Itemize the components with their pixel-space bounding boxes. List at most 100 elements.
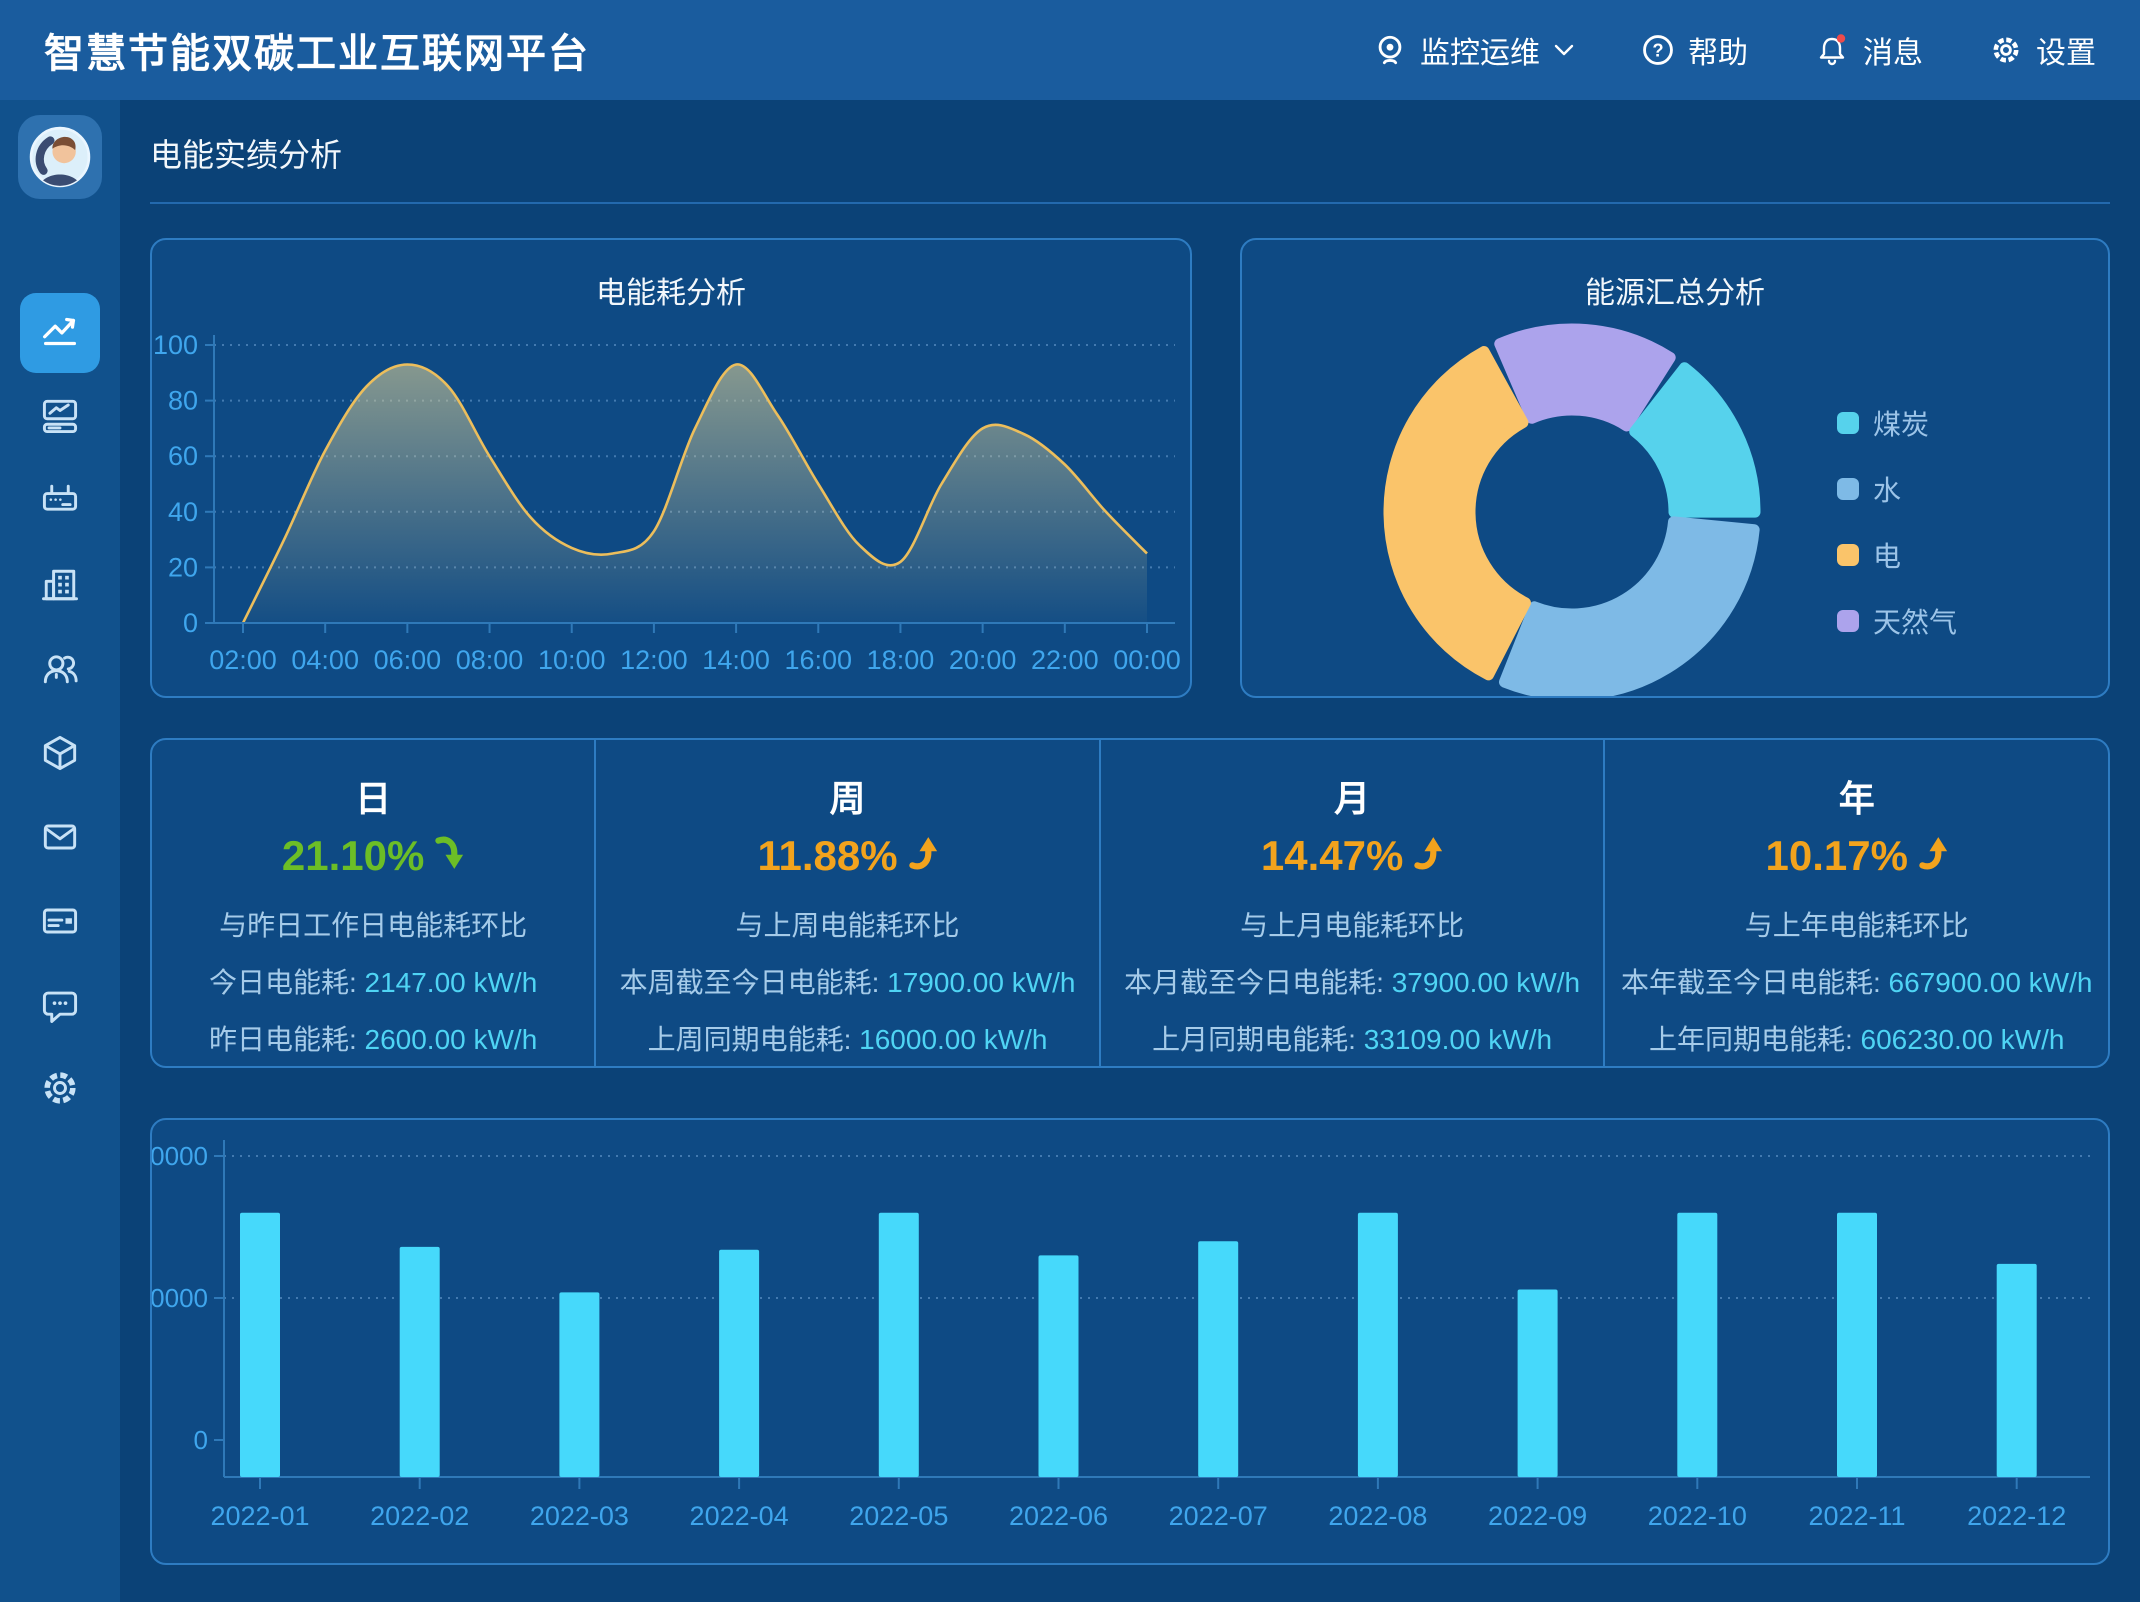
svg-text:2022-04: 2022-04 — [690, 1501, 789, 1531]
charts-row: 电能耗分析 0 20 40 60 80 100 02:00 04:00 06:00 08:00 10… — [150, 238, 2110, 698]
svg-text:20:00: 20:00 — [949, 645, 1017, 675]
stat-period: 日 — [355, 778, 392, 819]
svg-text:100: 100 — [153, 330, 198, 360]
device-icon — [38, 478, 82, 527]
gear-icon — [1989, 33, 2023, 67]
stat-percent: 14.47% — [1261, 832, 1443, 880]
svg-text:0: 0 — [194, 1425, 208, 1455]
legend-swatch — [1837, 412, 1859, 434]
page-title: 电能实绩分析 — [150, 137, 343, 173]
svg-text:50000: 50000 — [152, 1283, 208, 1313]
stat-period: 周 — [829, 778, 866, 819]
nav-item-monitor-ops[interactable]: 监控运维 — [1373, 28, 1575, 72]
svg-text:2022-01: 2022-01 — [210, 1501, 309, 1531]
unread-badge — [1836, 34, 1846, 43]
main-content: 电能实绩分析 电能耗分析 0 20 40 60 80 100 02:00 04:00 06:00… — [120, 100, 2140, 1602]
svg-text:2022-11: 2022-11 — [1808, 1501, 1905, 1531]
svg-text:2022-02: 2022-02 — [370, 1501, 469, 1531]
nav-item-help[interactable]: ? 帮助 — [1641, 28, 1748, 72]
nav-item-settings[interactable]: 设置 — [1989, 28, 2096, 72]
svg-text:08:00: 08:00 — [456, 645, 524, 675]
svg-text:22:00: 22:00 — [1031, 645, 1099, 675]
app-header: 智慧节能双碳工业互联网平台 监控运维 ? — [0, 0, 2140, 100]
monthly-energy-bar-card: 0 50000 100000 2022-01 2022-02 2022-03 2022-04… — [150, 1118, 2110, 1565]
svg-text:2022-07: 2022-07 — [1169, 1501, 1268, 1531]
stat-row: 今日电能耗: 2147.00 kW/h — [208, 967, 538, 998]
trend-arrow-icon — [1413, 832, 1443, 880]
sidebar-item-mail[interactable] — [0, 809, 120, 869]
users-icon — [38, 646, 82, 695]
stat-row: 上月同期电能耗: 33109.00 kW/h — [1152, 1024, 1553, 1055]
help-icon: ? — [1641, 33, 1675, 67]
legend-label: 天然气 — [1873, 607, 1958, 638]
stat-row: 上周同期电能耗: 16000.00 kW/h — [647, 1024, 1048, 1055]
stat-percent: 21.10% — [282, 832, 464, 880]
legend-label: 水 — [1873, 475, 1902, 506]
nav-label: 监控运维 — [1420, 37, 1540, 70]
sidebar-item-users[interactable] — [0, 640, 120, 700]
sidebar-item-devices[interactable] — [0, 472, 120, 532]
nav-item-messages[interactable]: 消息 — [1814, 28, 1923, 72]
chat-icon — [38, 983, 82, 1032]
svg-text:2022-10: 2022-10 — [1648, 1501, 1747, 1531]
line-chart-title: 电能耗分析 — [596, 277, 746, 310]
nav-label: 设置 — [2036, 37, 2096, 70]
svg-text:0: 0 — [183, 608, 198, 638]
stat-card-day: 日 21.10% 与昨日工作日电能耗环比 今日电能耗: 2147.00 kW/h… — [152, 740, 594, 1066]
stat-row: 昨日电能耗: 2600.00 kW/h — [208, 1024, 538, 1055]
chevron-down-icon — [1553, 43, 1575, 57]
sidebar-item-settings[interactable] — [0, 1060, 120, 1120]
energy-consumption-line-card: 电能耗分析 0 20 40 60 80 100 02:00 04:00 06:00 08:00 10… — [150, 238, 1192, 698]
bell-icon — [1814, 32, 1850, 68]
stat-row: 本月截至今日电能耗: 37900.00 kW/h — [1124, 967, 1581, 998]
energy-summary-donut-chart — [1383, 323, 1761, 696]
sidebar-item-enterprise[interactable] — [0, 557, 120, 617]
svg-text:16:00: 16:00 — [784, 645, 852, 675]
sidebar-item-energy-analysis[interactable] — [20, 293, 100, 373]
legend-item-electricity[interactable]: 电 — [1837, 535, 1957, 575]
mail-icon — [38, 815, 82, 864]
sidebar-item-billing[interactable] — [0, 893, 120, 953]
gear-icon — [38, 1066, 82, 1115]
id-card-icon — [38, 899, 82, 948]
svg-text:2022-09: 2022-09 — [1488, 1501, 1587, 1531]
energy-consumption-line-chart: 0 20 40 60 80 100 02:00 04:00 06:00 08:00 10:00 12:… — [153, 330, 1181, 675]
stat-row: 本年截至今日电能耗: 667900.00 kW/h — [1620, 967, 2093, 998]
stat-card-month: 月 14.47% 与上月电能耗环比 本月截至今日电能耗: 37900.00 kW… — [1098, 740, 1604, 1066]
svg-text:2022-03: 2022-03 — [530, 1501, 629, 1531]
donut-legend: 煤炭 水 电 天然气 — [1837, 403, 1957, 641]
legend-item-coal[interactable]: 煤炭 — [1837, 403, 1957, 443]
cube-icon — [38, 731, 82, 780]
trend-arrow-icon — [908, 832, 938, 880]
svg-text:60: 60 — [168, 441, 198, 471]
stat-compare-label: 与上周电能耗环比 — [735, 910, 960, 941]
svg-text:40: 40 — [168, 497, 198, 527]
avatar[interactable] — [18, 115, 102, 199]
stat-compare-label: 与上月电能耗环比 — [1240, 910, 1465, 941]
legend-swatch — [1837, 544, 1859, 566]
sidebar-item-chat[interactable] — [0, 977, 120, 1037]
svg-text:06:00: 06:00 — [374, 645, 442, 675]
stat-card-year: 年 10.17% 与上年电能耗环比 本年截至今日电能耗: 667900.00 k… — [1603, 740, 2108, 1066]
legend-label: 煤炭 — [1873, 409, 1930, 440]
monthly-energy-bar-chart: 0 50000 100000 2022-01 2022-02 2022-03 2022-04… — [152, 1140, 2090, 1531]
svg-text:04:00: 04:00 — [291, 645, 359, 675]
legend-swatch — [1837, 478, 1859, 500]
monitor-icon — [1373, 33, 1407, 67]
energy-summary-donut-card: 能源汇总分析 煤炭 水 电 天然气 — [1240, 238, 2110, 698]
svg-text:14:00: 14:00 — [702, 645, 770, 675]
app-title: 智慧节能双碳工业互联网平台 — [44, 32, 590, 76]
svg-text:02:00: 02:00 — [209, 645, 277, 675]
nav-label: 帮助 — [1688, 37, 1748, 70]
trend-arrow-icon — [434, 832, 464, 880]
legend-item-gas[interactable]: 天然气 — [1837, 601, 1957, 641]
legend-label: 电 — [1873, 541, 1902, 572]
svg-text:12:00: 12:00 — [620, 645, 688, 675]
stat-percent: 11.88% — [757, 832, 937, 880]
top-nav: 监控运维 ? 帮助 — [1373, 28, 2096, 72]
sidebar-item-panel-chart[interactable] — [0, 388, 120, 448]
svg-text:2022-06: 2022-06 — [1009, 1501, 1108, 1531]
legend-item-water[interactable]: 水 — [1837, 469, 1957, 509]
sidebar-item-assets[interactable] — [0, 725, 120, 785]
legend-swatch — [1837, 610, 1859, 632]
